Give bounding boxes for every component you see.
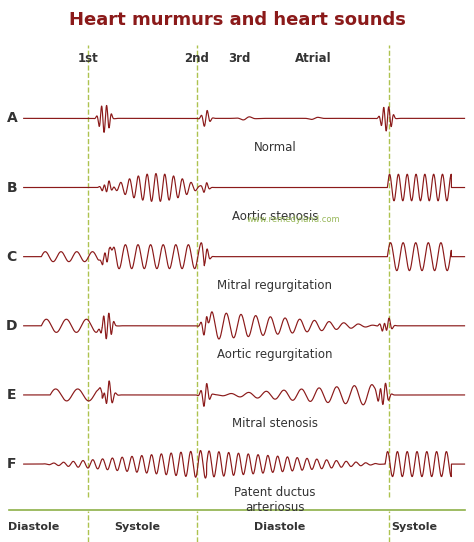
Text: www.remedyland.com: www.remedyland.com xyxy=(247,215,341,224)
Text: E: E xyxy=(7,388,17,402)
Text: Systole: Systole xyxy=(392,522,438,532)
Text: Aortic stenosis: Aortic stenosis xyxy=(232,210,318,223)
Text: Diastole: Diastole xyxy=(8,522,59,532)
Text: 1st: 1st xyxy=(77,53,98,65)
Text: C: C xyxy=(7,250,17,263)
Text: Aortic regurgitation: Aortic regurgitation xyxy=(217,348,333,361)
Text: Patent ductus
arteriosus: Patent ductus arteriosus xyxy=(234,487,316,514)
Text: 3rd: 3rd xyxy=(228,53,251,65)
Text: Heart murmurs and heart sounds: Heart murmurs and heart sounds xyxy=(69,11,405,29)
Text: Diastole: Diastole xyxy=(254,522,305,532)
Text: 2nd: 2nd xyxy=(184,53,209,65)
Text: Mitral stenosis: Mitral stenosis xyxy=(232,417,318,430)
Text: D: D xyxy=(6,319,18,333)
Text: F: F xyxy=(7,457,17,471)
Text: Atrial: Atrial xyxy=(294,53,331,65)
Text: B: B xyxy=(7,180,17,195)
Text: Systole: Systole xyxy=(114,522,161,532)
Text: Normal: Normal xyxy=(254,141,296,154)
Text: A: A xyxy=(7,111,17,125)
Text: Mitral regurgitation: Mitral regurgitation xyxy=(218,279,332,292)
